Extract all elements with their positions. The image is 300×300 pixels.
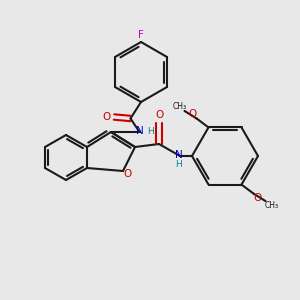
Text: CH₃: CH₃ xyxy=(264,201,279,210)
Text: N: N xyxy=(136,126,143,136)
Text: F: F xyxy=(138,29,144,40)
Text: N: N xyxy=(175,150,182,160)
Text: O: O xyxy=(188,109,196,119)
Text: H: H xyxy=(147,127,153,136)
Text: O: O xyxy=(102,112,111,122)
Text: O: O xyxy=(123,169,132,179)
Text: O: O xyxy=(254,193,262,203)
Text: CH₃: CH₃ xyxy=(173,102,187,111)
Text: O: O xyxy=(155,110,163,121)
Text: H: H xyxy=(175,160,182,169)
